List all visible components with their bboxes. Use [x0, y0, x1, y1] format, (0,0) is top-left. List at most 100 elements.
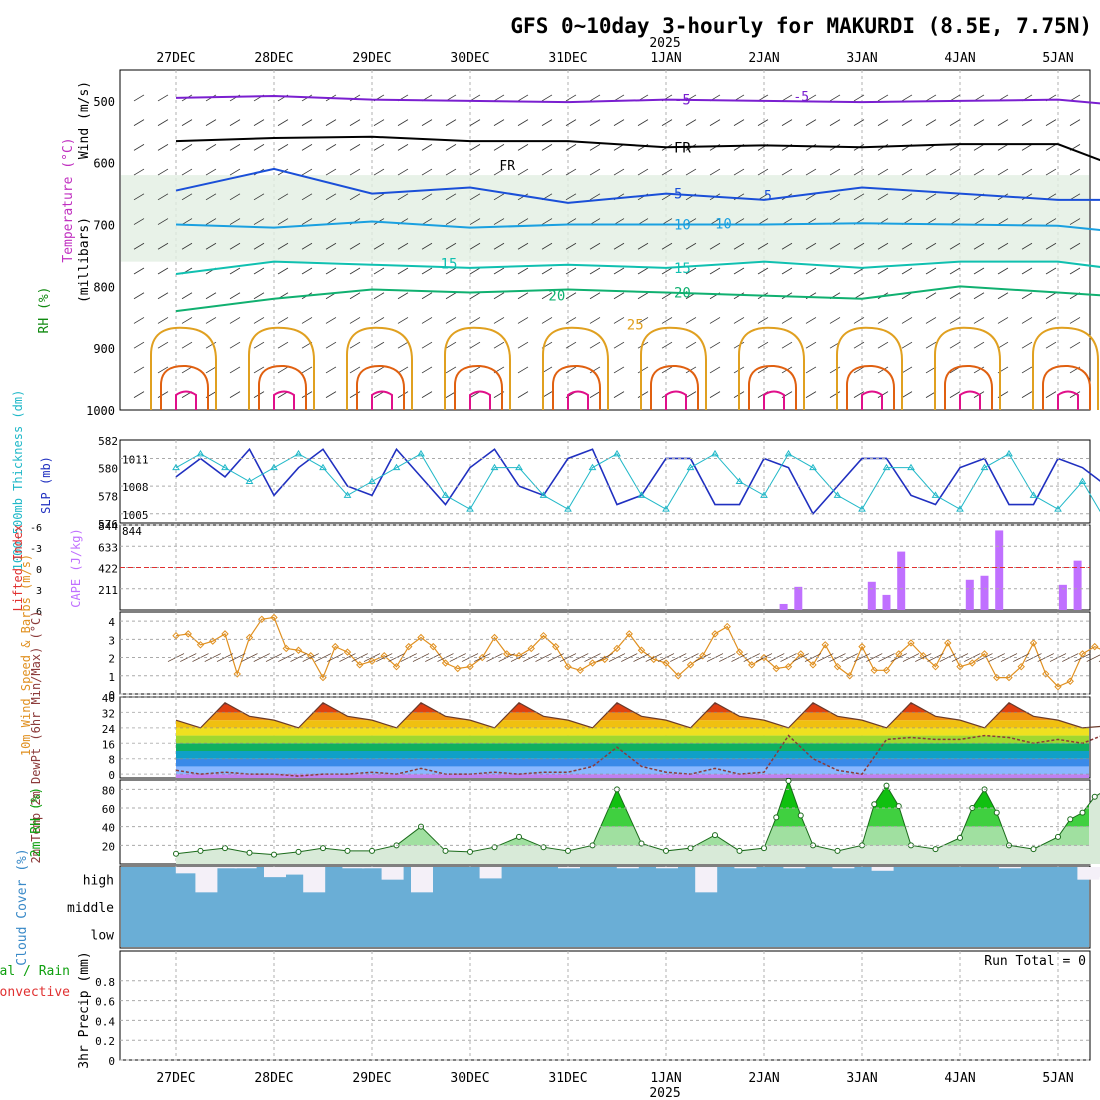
- wind-barb: [253, 267, 265, 275]
- wind-barb: [829, 242, 841, 250]
- thickness-marker: [735, 477, 744, 484]
- wind-speed-marker: [503, 650, 511, 658]
- wind-barb: [853, 391, 865, 398]
- wind-barb-10m: [265, 653, 283, 662]
- wind-barb: [493, 267, 505, 275]
- wind-barb: [373, 292, 385, 300]
- thickness-marker: [417, 449, 425, 457]
- top-date-label: 3JAN: [846, 51, 877, 66]
- isotherm-FR: [175, 135, 1100, 162]
- isotherm-label: 10: [674, 218, 691, 234]
- wind-speed-marker: [564, 662, 572, 671]
- wind-barb: [469, 267, 481, 275]
- wind-speed-marker: [209, 637, 217, 645]
- rh-marker: [712, 832, 718, 839]
- wind-speed-marker: [662, 659, 670, 667]
- wind-barb: [1021, 168, 1033, 176]
- wind-barb: [805, 391, 817, 398]
- wind-barb: [925, 193, 937, 201]
- wind-barb: [805, 366, 817, 374]
- wind-barb: [349, 391, 361, 398]
- thickness-marker: [784, 449, 793, 457]
- wind-barb: [901, 119, 913, 126]
- wind-barb: [733, 341, 745, 349]
- wind-barb: [229, 242, 241, 250]
- ylabel-precip: 3hr Precip (mm): [77, 951, 92, 1068]
- wind-barb: [589, 267, 601, 275]
- wind-barb: [181, 168, 193, 176]
- wind-barb: [349, 168, 361, 176]
- wind-barb: [541, 168, 553, 176]
- wind-barb: [1021, 193, 1033, 201]
- wind-barb: [901, 168, 913, 176]
- wind-barb: [805, 193, 817, 201]
- wind-speed-marker: [527, 644, 535, 653]
- cloud-high-bar: [342, 867, 365, 869]
- wind-barb: [421, 317, 433, 324]
- wind-barb: [997, 168, 1009, 176]
- wind-speed-marker: [490, 633, 499, 642]
- isotherm-30-loop: [356, 364, 405, 410]
- pressure-tick: 600: [93, 157, 115, 171]
- wind-barb: [637, 391, 649, 398]
- wind-barb: [205, 317, 217, 324]
- wind-barb: [613, 94, 625, 102]
- wind-barb-10m: [253, 653, 270, 662]
- wind-barb: [325, 193, 337, 201]
- wind-barb: [493, 317, 505, 324]
- wind-speed-marker: [784, 662, 793, 671]
- pressure-tick: 1000: [86, 404, 115, 418]
- wind-barb-10m: [229, 653, 246, 662]
- pressure-tick: 700: [93, 219, 115, 233]
- wind-speed-marker: [588, 659, 597, 667]
- wind-barb: [181, 366, 193, 374]
- wind-speed-marker: [772, 664, 780, 673]
- wind-barb: [949, 168, 961, 176]
- wind-barb: [133, 242, 145, 250]
- precip-tick: 0.2: [95, 1035, 115, 1048]
- wind-barb: [613, 292, 625, 300]
- wind-barb: [829, 366, 841, 374]
- wind-barb: [421, 341, 433, 349]
- wind-barb: [445, 218, 457, 225]
- isotherm-35-loop: [273, 390, 295, 410]
- cape-bar: [995, 530, 1004, 610]
- li-tick: -3: [30, 544, 42, 555]
- cape-bar: [1073, 560, 1082, 610]
- wind-barb: [733, 242, 745, 250]
- ylabel-pressure: (millibars): [77, 217, 92, 303]
- wind-speed-marker: [686, 661, 695, 669]
- wind-barb: [205, 119, 217, 126]
- wind-barb: [373, 391, 385, 398]
- ylabel-wind10: 10m Wind Speed & Barbs (m/s): [19, 554, 33, 756]
- wind-barb-10m: [523, 653, 540, 662]
- wind-barb: [853, 366, 865, 374]
- panel-frame-upper: [119, 69, 1091, 411]
- wind-barb: [805, 267, 817, 275]
- rh-marker: [1079, 809, 1086, 816]
- thickness-marker: [196, 449, 205, 457]
- isotherm-25-loop: [738, 326, 805, 410]
- wind-speed-marker: [343, 648, 352, 656]
- panel-frame-precip: [119, 950, 1091, 1061]
- wind10m-panel: 4 3 2 1 0: [108, 613, 1100, 702]
- wind-barb: [205, 168, 217, 176]
- wind-barb: [517, 391, 529, 398]
- contour-label: 15: [441, 257, 458, 273]
- wind-barb: [157, 144, 169, 151]
- wind-barb: [517, 119, 529, 126]
- wind-speed-marker: [233, 670, 241, 678]
- wind-barb-10m: [829, 653, 846, 662]
- wind-speed-marker: [307, 652, 315, 660]
- wind-speed-marker: [625, 630, 633, 638]
- wind-barb: [589, 168, 601, 176]
- isotherm-25-loop: [1032, 326, 1099, 410]
- wind-barb: [325, 242, 337, 250]
- upper-air-panel: -5 FR 5 10 15 20 500 600 700 800 900 1000 FR 10 15 20 25…: [86, 90, 1100, 418]
- wind-barb-10m: [927, 653, 944, 662]
- wind-barb: [301, 366, 313, 374]
- temp-band: [176, 727, 1089, 736]
- wind-barb: [421, 267, 433, 275]
- wind-barb: [157, 218, 169, 225]
- wind-barb: [805, 94, 817, 102]
